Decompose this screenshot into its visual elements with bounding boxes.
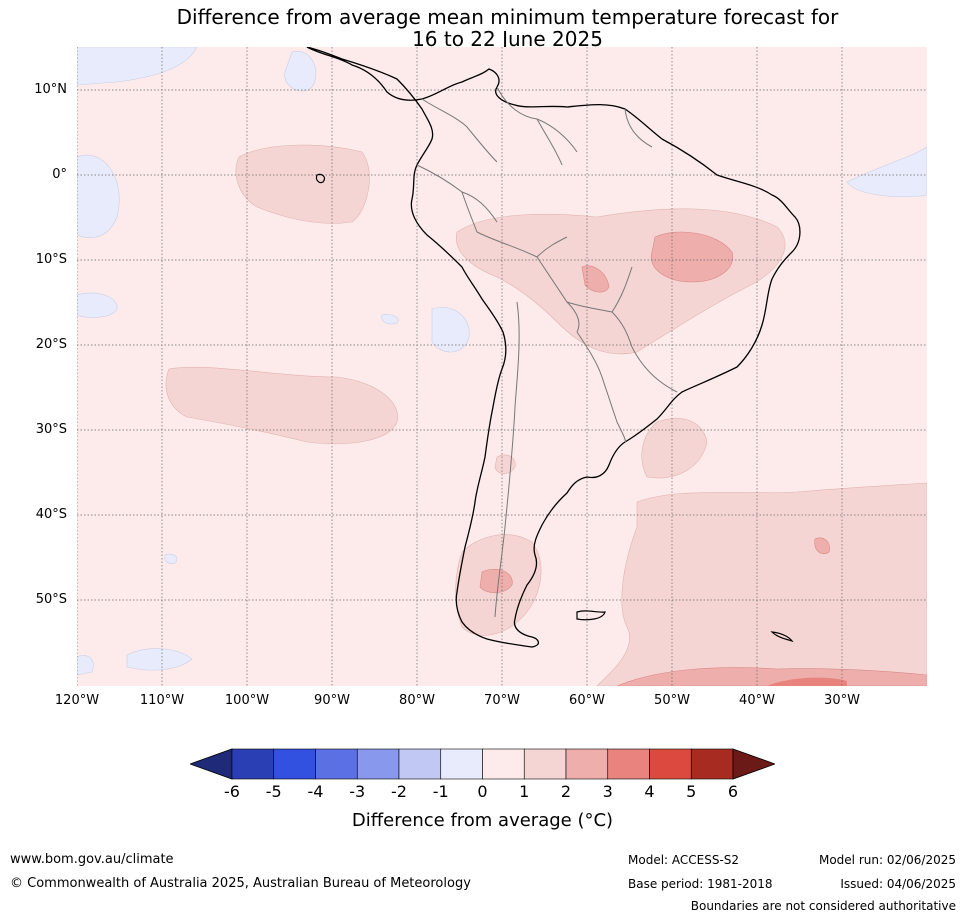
cool-region-north-pacific	[284, 51, 317, 92]
warm-anomaly-2-to-3-regions	[479, 231, 927, 686]
cool-region-south-pacific-2	[77, 655, 94, 676]
map-canvas	[77, 47, 927, 686]
warmer-region-far-south	[616, 667, 927, 686]
warm-region-south-pacific	[165, 366, 398, 445]
colorbar-tick-label: 6	[727, 782, 739, 801]
lat-label-30s: 30°S	[35, 422, 67, 437]
colorbar-tick-label: 1	[519, 782, 530, 801]
colorbar-canvas	[188, 748, 777, 780]
lat-label-50s: 50°S	[35, 592, 67, 607]
cool-region-small-1	[381, 314, 399, 325]
colorbar-segment	[356, 748, 400, 780]
cool-anomaly-regions	[77, 47, 927, 676]
colorbar-tick-label: -2	[391, 782, 407, 801]
cool-region-south-pacific-1	[126, 648, 193, 671]
footer-model-run: Model run: 02/06/2025	[818, 853, 956, 867]
colorbar-extend-high	[732, 748, 777, 780]
country-borders	[416, 86, 678, 618]
warm-region-south-atlantic	[596, 482, 927, 686]
footer-issued: Issued: 04/06/2025	[840, 877, 956, 891]
lat-label-40s: 40°S	[35, 507, 67, 522]
lon-label-60w: 60°W	[569, 693, 605, 708]
lon-label-100w: 100°W	[224, 693, 270, 708]
colorbar-tick-label: -1	[432, 782, 449, 801]
warm-region-chile-small	[494, 454, 516, 475]
colorbar-segment	[523, 748, 567, 780]
colorbar-tick-label: -3	[349, 782, 366, 801]
cool-region-west-equatorial	[77, 154, 120, 238]
colorbar-segment	[231, 748, 275, 780]
cool-region-peru-offshore	[431, 307, 470, 353]
warmest-region-far-south	[767, 677, 847, 686]
colorbar-segment	[482, 748, 525, 780]
colorbar-tick-label: 0	[477, 782, 488, 801]
islands	[315, 173, 794, 643]
warmer-region-south-atlantic-spot	[814, 537, 830, 555]
cool-region-east-equatorial	[846, 146, 927, 198]
south-georgia	[770, 631, 794, 643]
footer-disclaimer: Boundaries are not considered authoritat…	[690, 899, 956, 913]
warmer-region-central-brazil	[650, 231, 734, 283]
cool-region-nw	[77, 47, 198, 86]
footer-copyright: © Commonwealth of Australia 2025, Austra…	[10, 876, 471, 891]
lon-label-110w: 110°W	[139, 693, 185, 708]
lon-label-120w: 120°W	[54, 693, 100, 708]
footer-base-period: Base period: 1981-2018	[628, 877, 773, 891]
lon-label-40w: 40°W	[739, 693, 775, 708]
colorbar-tick-label: 5	[686, 782, 697, 801]
lat-label-10s: 10°S	[35, 252, 67, 267]
cool-region-small-2	[164, 553, 178, 564]
colorbar-tick-label: -4	[307, 782, 324, 801]
lon-label-80w: 80°W	[399, 693, 435, 708]
lon-label-90w: 90°W	[314, 693, 350, 708]
warmer-region-patagonia	[479, 568, 513, 594]
warm-region-uruguay-coast	[641, 418, 708, 479]
colorbar	[188, 746, 777, 782]
lon-label-50w: 50°W	[654, 693, 690, 708]
footer-model: Model: ACCESS-S2	[628, 853, 740, 867]
colorbar-segment	[398, 748, 442, 780]
south-america-coastline	[306, 47, 801, 648]
colorbar-tick-label: 2	[560, 782, 572, 801]
colorbar-tick-label: -6	[224, 782, 240, 801]
lon-label-30w: 30°W	[824, 693, 860, 708]
forecast-map	[77, 47, 927, 686]
lat-label-20s: 20°S	[35, 337, 67, 352]
colorbar-tick-label: -5	[265, 782, 282, 801]
colorbar-segment	[690, 748, 734, 780]
galapagos	[315, 173, 326, 184]
lat-label-10n: 10°N	[34, 82, 67, 97]
colorbar-segment	[315, 748, 358, 780]
colorbar-label: Difference from average (°C)	[351, 810, 614, 831]
map-title-line-1: Difference from average mean minimum tem…	[176, 5, 839, 29]
warm-region-galapagos	[235, 144, 370, 224]
colorbar-segment	[649, 748, 692, 780]
footer-website[interactable]: www.bom.gov.au/climate	[10, 852, 174, 867]
colorbar-tick-label: 3	[602, 782, 613, 801]
cool-region-west-15s	[77, 292, 118, 318]
colorbar-extend-low	[188, 748, 233, 780]
colorbar-segment	[565, 748, 609, 780]
colorbar-segment	[607, 748, 650, 780]
warmer-region-bolivia	[581, 265, 610, 293]
lat-label-0: 0°	[52, 167, 67, 182]
falkland-islands	[576, 610, 606, 621]
map-title-line-2: 16 to 22 June 2025	[412, 27, 603, 51]
colorbar-segment	[273, 748, 316, 780]
colorbar-tick-label: 4	[644, 782, 655, 801]
lon-label-70w: 70°W	[484, 693, 520, 708]
colorbar-segment	[440, 748, 483, 780]
